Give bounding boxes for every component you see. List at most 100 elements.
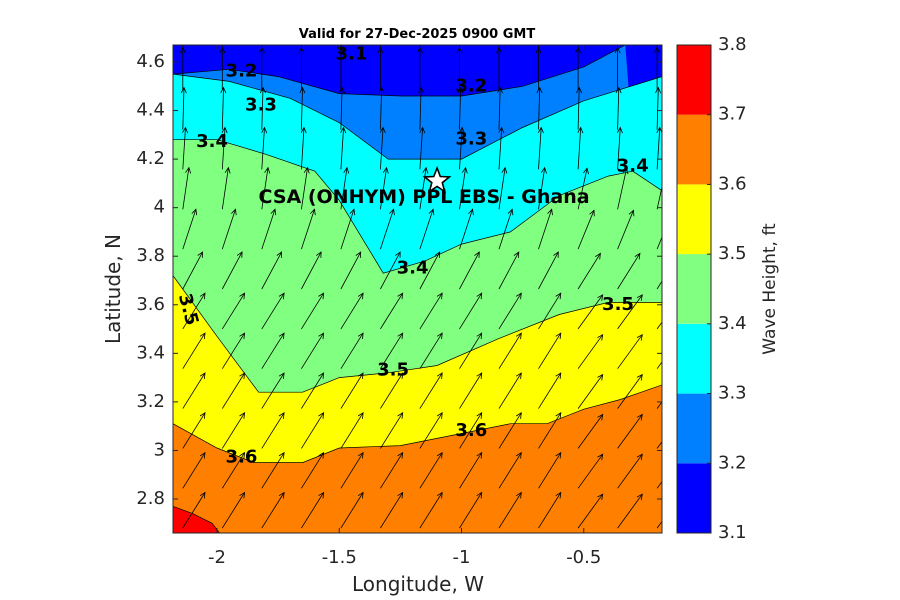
- y-axis-label: Latitude, N: [101, 234, 125, 344]
- vector-arrow: [379, 126, 386, 170]
- contour-label: 3.6: [455, 420, 487, 441]
- vector-arrow: [182, 251, 204, 290]
- vector-arrow: [577, 252, 601, 290]
- chart-title: Valid for 27-Dec-2025 0900 GMT: [299, 27, 536, 42]
- vector-arrow: [656, 440, 662, 449]
- vector-arrow: [301, 208, 316, 250]
- vector-arrow: [340, 372, 364, 409]
- vector-arrow: [538, 208, 553, 250]
- vector-arrow: [536, 86, 543, 130]
- y-tick-label: 3.2: [136, 391, 165, 412]
- vector-arrow: [498, 372, 522, 409]
- vector-arrow: [459, 451, 483, 489]
- vector-arrow: [577, 209, 595, 250]
- colorbar-tick-label: 3.3: [718, 383, 747, 404]
- vector-arrow: [380, 251, 401, 290]
- site-annotation: CSA (ONHYM) PPL EBS - Ghana: [259, 165, 590, 208]
- vector-arrow: [380, 491, 404, 529]
- vector-arrow: [459, 372, 483, 409]
- contour-label: 3.3: [245, 95, 277, 116]
- vector-arrow: [299, 86, 306, 130]
- y-tick-label: 3.6: [136, 294, 165, 315]
- vector-arrow: [656, 45, 658, 50]
- vector-arrow: [498, 491, 522, 529]
- vector-arrow: [378, 86, 385, 130]
- vector-arrow: [221, 412, 246, 449]
- vector-arrow: [301, 372, 325, 409]
- colorbar-swatch: [677, 463, 711, 533]
- vector-arrow: [380, 412, 404, 449]
- vector-arrow: [617, 294, 643, 330]
- vector-arrow: [380, 332, 404, 369]
- contour-label: 3.4: [196, 131, 228, 152]
- vector-arrow: [538, 292, 562, 330]
- y-tick-label: 4: [154, 197, 165, 218]
- vector-arrow: [538, 166, 547, 210]
- vector-arrow: [498, 292, 522, 330]
- vector-arrow: [221, 491, 246, 529]
- vector-arrow: [538, 251, 559, 290]
- vector-arrow: [261, 412, 285, 449]
- vector-arrow: [537, 126, 544, 170]
- vector-arrow: [221, 126, 228, 170]
- vector-arrow: [419, 208, 435, 250]
- vector-arrow: [577, 167, 589, 210]
- y-tick-label: 2.8: [136, 488, 165, 509]
- vector-arrow: [617, 209, 635, 250]
- colorbar-tick-label: 3.7: [718, 104, 747, 125]
- vector-arrow: [300, 126, 307, 170]
- vector-arrow: [340, 412, 364, 449]
- y-tick-label: 3.4: [136, 342, 165, 363]
- vector-arrow: [340, 491, 364, 529]
- vector-arrow: [340, 126, 347, 170]
- vector-arrow: [656, 361, 662, 369]
- contour-line-3.2: [173, 45, 626, 97]
- vector-arrow: [617, 252, 641, 290]
- vector-arrow: [459, 292, 483, 330]
- vector-arrow: [340, 166, 350, 210]
- vector-arrow: [301, 491, 325, 529]
- vector-arrow: [419, 166, 429, 210]
- vector-arrow: [459, 251, 480, 290]
- colorbar-swatch: [677, 254, 711, 324]
- vector-arrow: [419, 332, 443, 369]
- vector-arrow: [380, 451, 404, 489]
- vector-arrow: [180, 86, 187, 130]
- vector-arrow: [498, 126, 505, 170]
- vector-arrow: [182, 166, 192, 210]
- vector-arrow: [538, 332, 562, 369]
- vector-arrow: [616, 126, 623, 170]
- vector-arrow: [220, 86, 227, 130]
- contour-label: 3.6: [226, 447, 258, 468]
- contour-label: 3.5: [602, 294, 634, 315]
- vector-arrow: [340, 208, 356, 250]
- vector-arrow: [577, 493, 604, 529]
- band-above-3.6: [173, 384, 662, 533]
- vector-arrow: [655, 86, 662, 130]
- vector-arrow: [301, 451, 325, 489]
- contour-line-3.3: [173, 73, 662, 160]
- colorbar-label: Wave Height, ft: [760, 223, 780, 355]
- vector-arrow: [261, 372, 285, 409]
- vector-arrow: [577, 373, 604, 409]
- vector-arrow: [656, 321, 662, 330]
- vector-arrow: [656, 126, 662, 170]
- vector-arrow: [577, 413, 604, 449]
- vector-arrow: [182, 332, 206, 369]
- wind-vector-field: [179, 45, 662, 529]
- vector-arrow: [340, 451, 364, 489]
- vector-arrow: [497, 86, 503, 130]
- y-tick-label: 4.4: [136, 100, 165, 121]
- contour-line-3.7: [173, 505, 220, 533]
- vector-arrow: [577, 333, 604, 369]
- vector-arrow: [261, 451, 285, 489]
- colorbar-tick-label: 3.1: [718, 522, 747, 543]
- vector-arrow: [615, 86, 622, 130]
- contour-label: 3.4: [397, 257, 429, 278]
- vector-arrow: [182, 292, 206, 330]
- vector-arrow: [577, 126, 584, 170]
- vector-arrow: [261, 251, 283, 290]
- contour-line-3.5: [173, 275, 662, 393]
- vector-arrow: [656, 401, 662, 409]
- vector-arrow: [538, 491, 562, 529]
